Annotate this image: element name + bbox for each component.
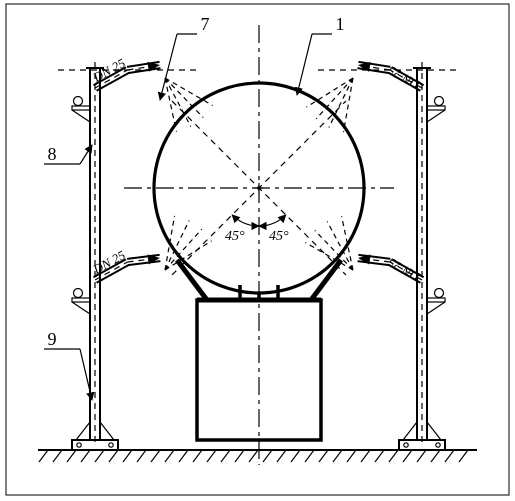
ground-hatch (207, 450, 216, 462)
spray (342, 216, 353, 270)
callout-c1: 1 (336, 14, 345, 34)
callout-c9: 9 (48, 329, 57, 349)
ground-hatch (109, 450, 118, 462)
ground-hatch (95, 450, 104, 462)
ground-hatch (347, 450, 356, 462)
ground-hatch (263, 450, 272, 462)
callout-c7: 7 (201, 14, 210, 34)
ground-hatch (319, 450, 328, 462)
bracket-roller (74, 97, 83, 106)
ground-hatch (277, 450, 286, 462)
ground-hatch (137, 450, 146, 462)
ground-hatch (459, 450, 468, 462)
callout-leader (297, 34, 312, 95)
bracket-roller (435, 97, 444, 106)
ground-hatch (361, 450, 370, 462)
spray (316, 78, 353, 119)
ground-hatch (291, 450, 300, 462)
ground-hatch (431, 450, 440, 462)
angle-label-left: 45° (225, 229, 245, 244)
ground-hatch (81, 450, 90, 462)
ground-hatch (179, 450, 188, 462)
ground-hatch (123, 450, 132, 462)
bracket (72, 298, 90, 302)
ground-hatch (305, 450, 314, 462)
bracket-roller (74, 289, 83, 298)
frame (6, 4, 509, 495)
ground-hatch (375, 450, 384, 462)
ground-hatch (39, 450, 48, 462)
ground-hatch (67, 450, 76, 462)
spray (165, 78, 203, 118)
bracket (427, 298, 445, 302)
callout-leader (160, 34, 177, 100)
ground-hatch (249, 450, 258, 462)
ground-hatch (165, 450, 174, 462)
ground-hatch (53, 450, 62, 462)
spray (165, 78, 176, 132)
angle-arc (259, 215, 286, 226)
bracket (427, 106, 445, 110)
ground-hatch (333, 450, 342, 462)
ground-hatch (403, 450, 412, 462)
ground-hatch (417, 450, 426, 462)
bracket-roller (435, 289, 444, 298)
bracket (72, 106, 90, 110)
ground-hatch (193, 450, 202, 462)
spray (306, 78, 353, 107)
ground-hatch (151, 450, 160, 462)
ground-hatch (235, 450, 244, 462)
ground-hatch (221, 450, 230, 462)
ground-hatch (389, 450, 398, 462)
angle-arc (232, 215, 259, 226)
ground-hatch (445, 450, 454, 462)
callout-c8: 8 (48, 144, 57, 164)
angle-label-right: 45° (269, 229, 289, 244)
